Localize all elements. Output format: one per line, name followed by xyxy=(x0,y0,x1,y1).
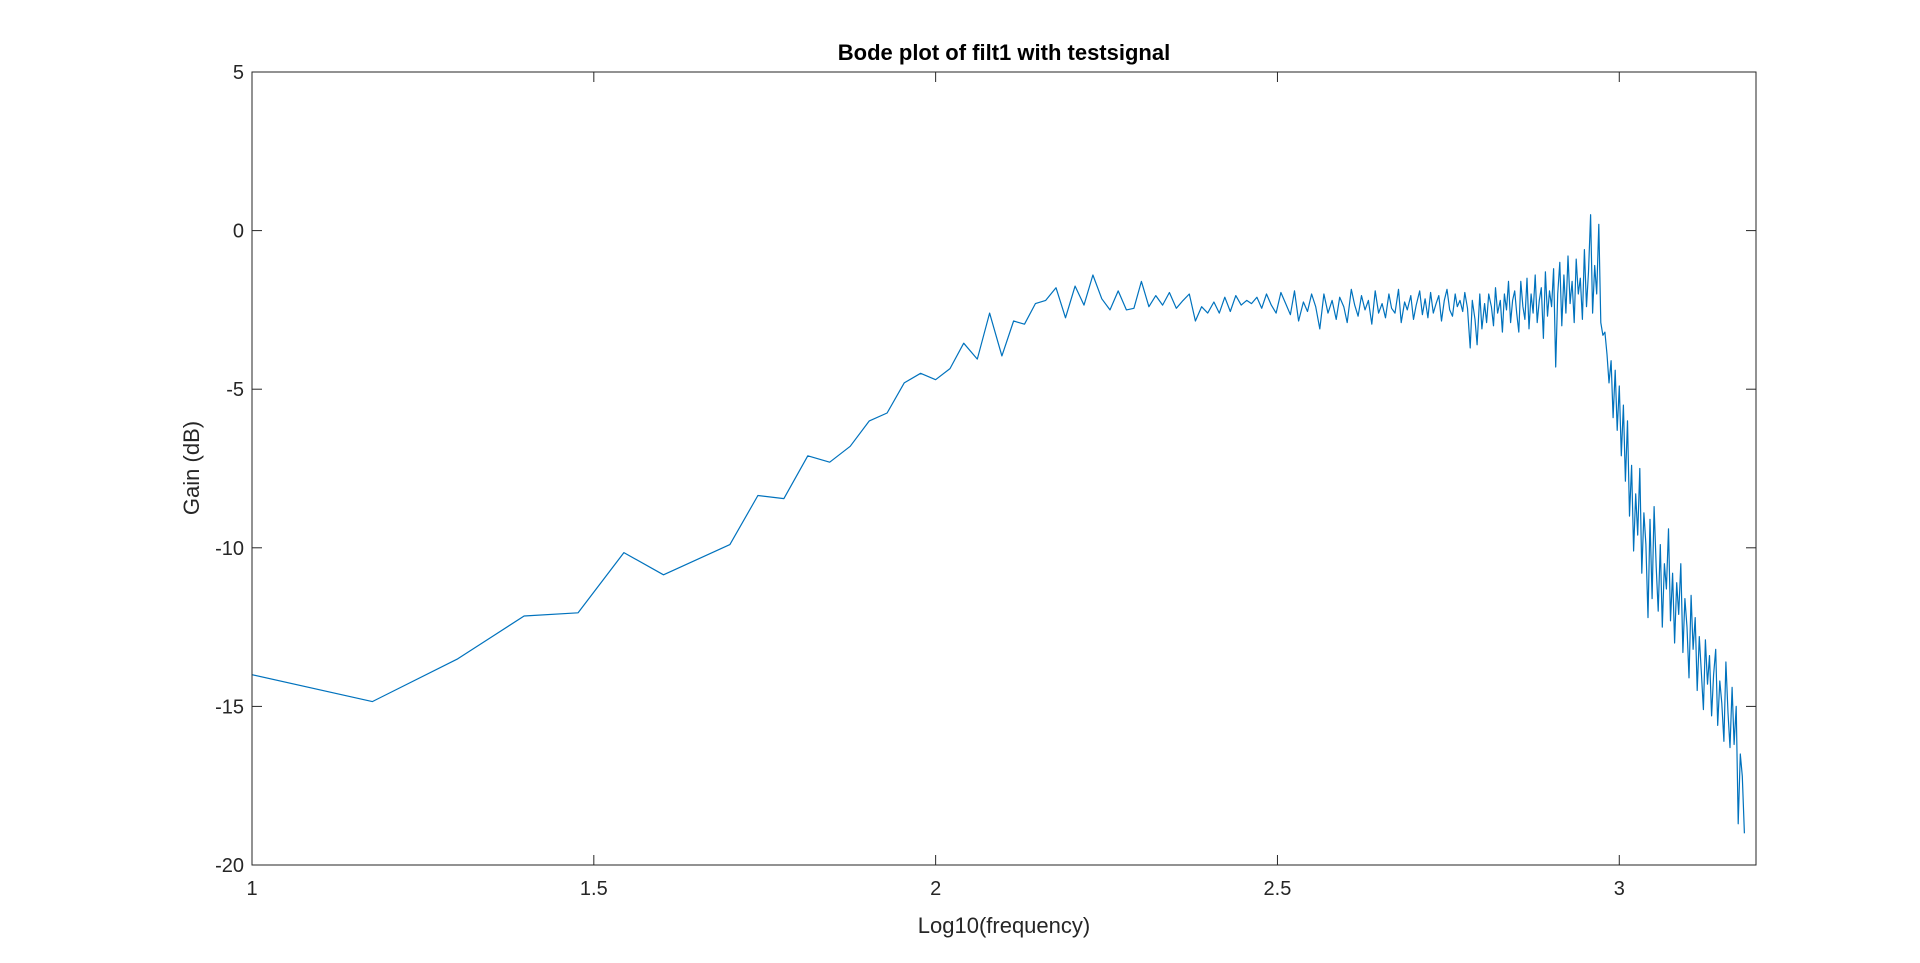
series-layer xyxy=(251,214,1745,834)
plot-area xyxy=(252,72,1756,865)
y-axis-label: Gain (dB) xyxy=(179,421,204,515)
y-tick-label: 0 xyxy=(233,221,244,243)
x-tick-label: 1 xyxy=(246,878,257,900)
chart-title: Bode plot of filt1 with testsignal xyxy=(838,40,1170,65)
y-tick-label: -5 xyxy=(226,379,244,401)
x-tick-label: 2 xyxy=(930,878,941,900)
x-axis-ticks: 1 1.5 2 2.5 3 xyxy=(246,72,1625,900)
y-tick-label: -20 xyxy=(215,855,244,877)
series-line-filt1 xyxy=(251,214,1745,834)
y-axis-ticks: 5 0 -5 -10 -15 -20 xyxy=(215,62,1756,877)
y-tick-label: -10 xyxy=(215,538,244,560)
x-tick-label: 1.5 xyxy=(580,878,608,900)
x-tick-label: 2.5 xyxy=(1264,878,1292,900)
y-tick-label: -15 xyxy=(215,696,244,718)
x-axis-label: Log10(frequency) xyxy=(918,913,1090,938)
y-tick-label: 5 xyxy=(233,62,244,84)
axes-box xyxy=(251,71,1757,866)
x-tick-label: 3 xyxy=(1614,878,1625,900)
